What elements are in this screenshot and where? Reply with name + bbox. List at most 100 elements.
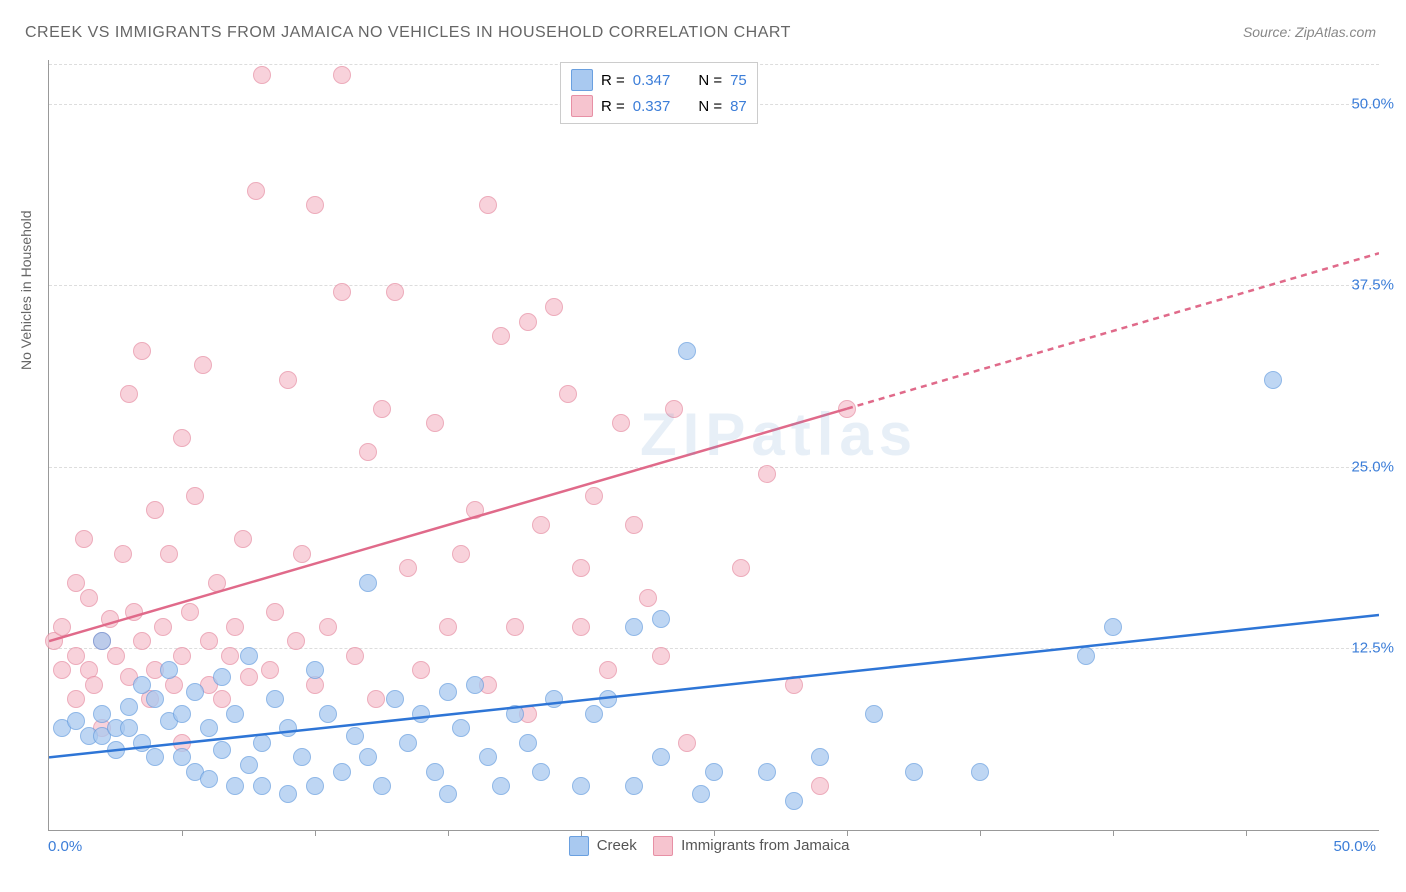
creek-point — [625, 618, 643, 636]
creek-point — [532, 763, 550, 781]
jamaica-point — [107, 647, 125, 665]
jamaica-point — [625, 516, 643, 534]
jamaica-point — [261, 661, 279, 679]
creek-point — [173, 748, 191, 766]
jamaica-point — [226, 618, 244, 636]
jamaica-point — [67, 690, 85, 708]
creek-point — [652, 610, 670, 628]
jamaica-point — [133, 342, 151, 360]
jamaica-point — [293, 545, 311, 563]
y-tick-label: 12.5% — [1351, 640, 1394, 657]
creek-point — [599, 690, 617, 708]
y-axis-label: No Vehicles in Household — [18, 210, 34, 370]
jamaica-swatch-icon — [653, 836, 673, 856]
jamaica-point — [234, 530, 252, 548]
creek-point — [811, 748, 829, 766]
y-tick-label: 50.0% — [1351, 95, 1394, 112]
creek-point — [373, 777, 391, 795]
creek-point — [705, 763, 723, 781]
creek-point — [266, 690, 284, 708]
n-label: N = — [698, 98, 722, 115]
jamaica-point — [213, 690, 231, 708]
n-label: N = — [698, 72, 722, 89]
jamaica-point — [439, 618, 457, 636]
jamaica-point — [639, 589, 657, 607]
creek-swatch-icon — [571, 69, 593, 91]
creek-point — [479, 748, 497, 766]
legend-row-jamaica: R = 0.337 N = 87 — [571, 93, 747, 119]
jamaica-point — [506, 618, 524, 636]
creek-point — [386, 690, 404, 708]
jamaica-point — [732, 559, 750, 577]
r-label: R = — [601, 72, 625, 89]
jamaica-point — [146, 501, 164, 519]
jamaica-point — [373, 400, 391, 418]
creek-point — [519, 734, 537, 752]
jamaica-point — [85, 676, 103, 694]
jamaica-point — [572, 559, 590, 577]
creek-point — [905, 763, 923, 781]
creek-point — [293, 748, 311, 766]
creek-point — [120, 719, 138, 737]
y-tick-label: 25.0% — [1351, 458, 1394, 475]
creek-point — [93, 705, 111, 723]
jamaica-point — [67, 574, 85, 592]
jamaica-point — [785, 676, 803, 694]
jamaica-point — [253, 66, 271, 84]
jamaica-point — [221, 647, 239, 665]
creek-point — [572, 777, 590, 795]
creek-point — [439, 683, 457, 701]
creek-trend-line — [49, 615, 1379, 757]
jamaica-point — [120, 385, 138, 403]
creek-swatch-icon — [569, 836, 589, 856]
jamaica-point — [247, 182, 265, 200]
creek-point — [359, 574, 377, 592]
creek-point — [67, 712, 85, 730]
correlation-legend: R = 0.347 N = 75 R = 0.337 N = 87 — [560, 62, 758, 124]
creek-point — [226, 777, 244, 795]
jamaica-point — [173, 647, 191, 665]
jamaica-point — [572, 618, 590, 636]
creek-point — [785, 792, 803, 810]
legend-row-creek: R = 0.347 N = 75 — [571, 67, 747, 93]
creek-point — [240, 647, 258, 665]
jamaica-point — [67, 647, 85, 665]
jamaica-point — [386, 283, 404, 301]
creek-point — [492, 777, 510, 795]
source-attribution: Source: ZipAtlas.com — [1243, 24, 1376, 40]
plot-area — [48, 60, 1379, 831]
jamaica-point — [585, 487, 603, 505]
creek-point — [359, 748, 377, 766]
jamaica-point — [532, 516, 550, 534]
jamaica-point — [200, 632, 218, 650]
creek-point — [213, 741, 231, 759]
jamaica-point — [53, 661, 71, 679]
jamaica-point — [186, 487, 204, 505]
jamaica-point — [545, 298, 563, 316]
r-label: R = — [601, 98, 625, 115]
creek-point — [585, 705, 603, 723]
jamaica-point — [412, 661, 430, 679]
creek-point — [439, 785, 457, 803]
series-legend: Creek Immigrants from Jamaica — [0, 836, 1406, 856]
creek-point — [545, 690, 563, 708]
creek-point — [240, 756, 258, 774]
creek-point — [186, 683, 204, 701]
creek-point — [506, 705, 524, 723]
creek-r-value: 0.347 — [633, 72, 671, 89]
jamaica-point — [173, 429, 191, 447]
jamaica-point — [114, 545, 132, 563]
creek-point — [625, 777, 643, 795]
jamaica-point — [399, 559, 417, 577]
creek-point — [692, 785, 710, 803]
creek-point — [412, 705, 430, 723]
jamaica-trend-line — [49, 409, 847, 641]
jamaica-point — [319, 618, 337, 636]
creek-point — [213, 668, 231, 686]
creek-point — [146, 690, 164, 708]
creek-point — [346, 727, 364, 745]
jamaica-r-value: 0.337 — [633, 98, 671, 115]
jamaica-point — [652, 647, 670, 665]
creek-series-label: Creek — [597, 837, 637, 854]
creek-point — [652, 748, 670, 766]
